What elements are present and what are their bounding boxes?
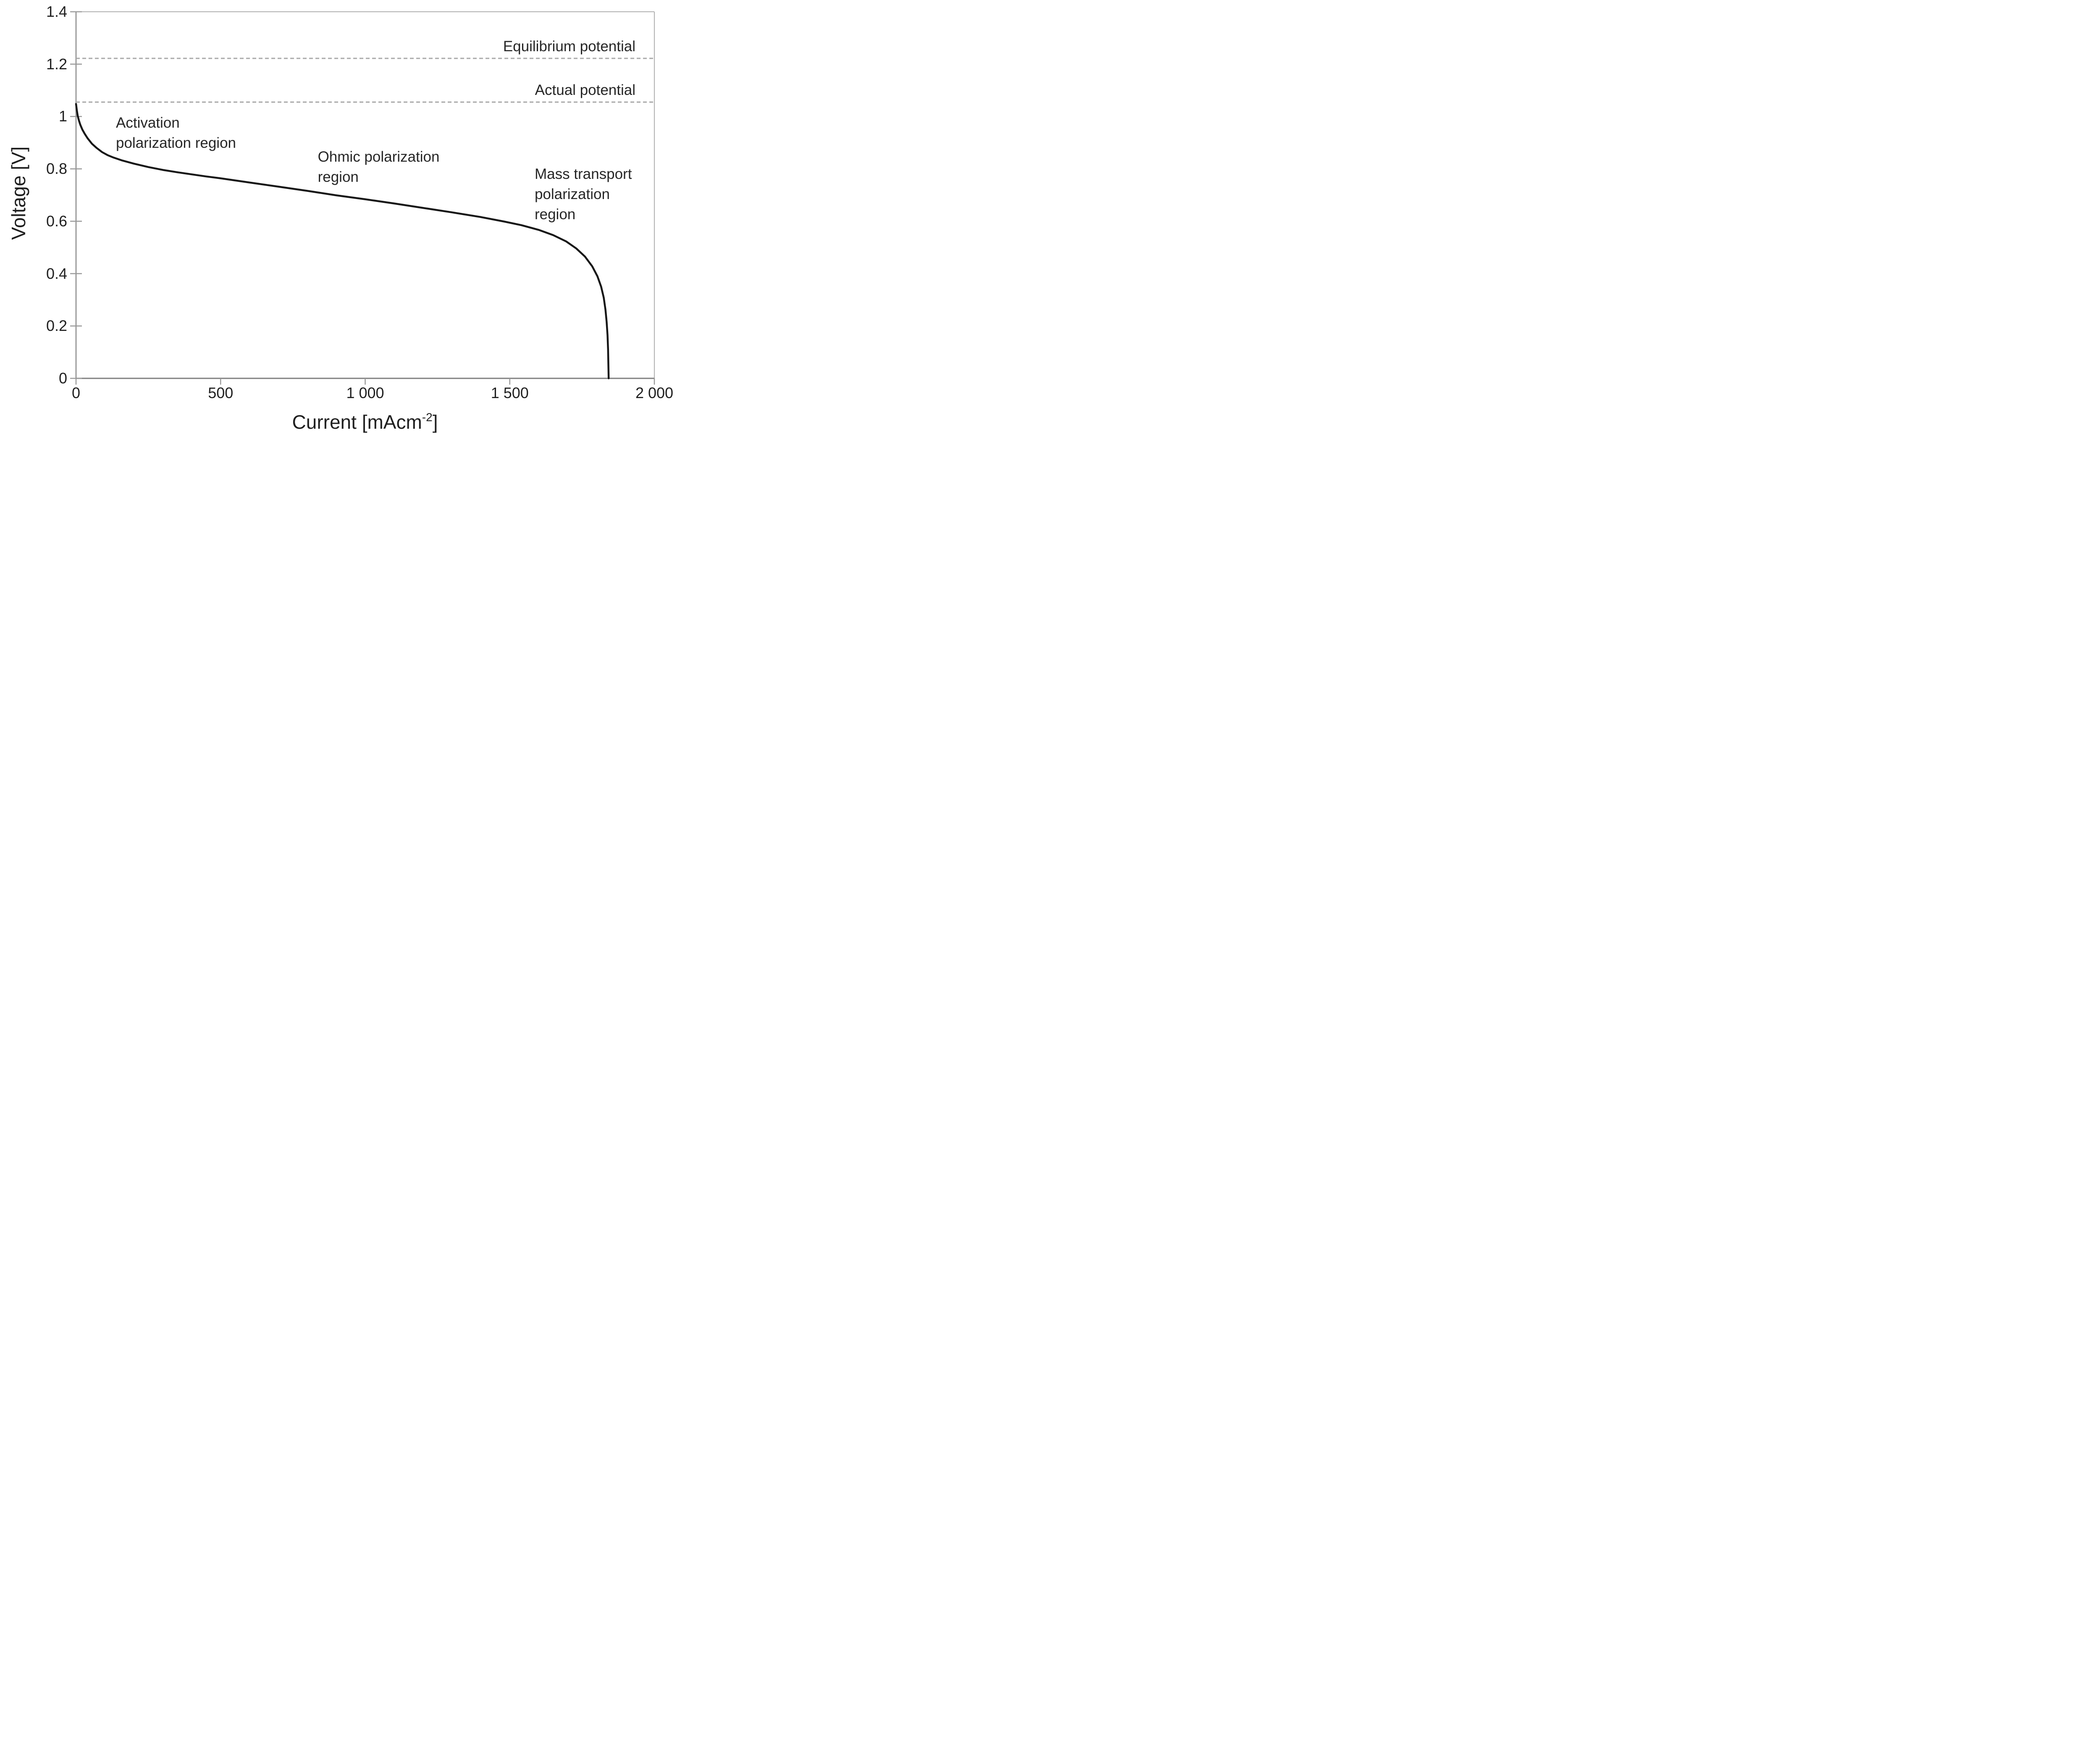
y-tick-label: 1 bbox=[58, 108, 67, 125]
plot-area bbox=[70, 11, 655, 385]
annotation-line: Ohmic polarization bbox=[318, 149, 440, 165]
x-tick-label: 1 500 bbox=[491, 384, 529, 401]
x-axis-title: Current [mAcm-2] bbox=[292, 411, 438, 433]
y-tick-label: 0.8 bbox=[46, 160, 67, 178]
fuel-cell-polarization-curve bbox=[75, 103, 610, 380]
polarization-chart: 0 0.2 0.4 0.6 0.8 1 1.2 1.4 0 500 1 000 1 500 2 000 E… bbox=[0, 0, 678, 440]
y-tick-label: 0.4 bbox=[46, 265, 67, 282]
y-tick-label: 1.4 bbox=[46, 3, 67, 20]
y-tick-label: 0.6 bbox=[46, 212, 67, 230]
x-tick-label: 0 bbox=[71, 384, 81, 401]
actual-potential-label: Actual potential bbox=[535, 82, 635, 99]
activation-region-label: Activation polarization region bbox=[116, 113, 236, 153]
x-tick-label: 500 bbox=[208, 384, 234, 401]
annotation-line: region bbox=[534, 206, 576, 223]
x-axis-title-close: ] bbox=[432, 411, 438, 433]
annotation-line: Activation bbox=[116, 115, 180, 131]
y-tick-label: 0.2 bbox=[46, 317, 67, 335]
y-tick-label: 1.2 bbox=[46, 55, 67, 73]
annotation-line: Mass transport bbox=[534, 165, 632, 182]
x-tick-label: 1 000 bbox=[346, 384, 384, 401]
annotation-line: polarization region bbox=[116, 135, 236, 152]
x-axis-title-base: Current [mAcm bbox=[292, 411, 422, 433]
ohmic-region-label: Ohmic polarization region bbox=[318, 147, 440, 187]
y-tick-label: 0 bbox=[58, 370, 67, 387]
x-axis-title-superscript: -2 bbox=[422, 411, 433, 424]
annotation-line: region bbox=[318, 169, 359, 186]
y-axis-title: Voltage [V] bbox=[8, 146, 29, 240]
x-tick-label: 2 000 bbox=[635, 384, 674, 401]
equilibrium-potential-label: Equilibrium potential bbox=[503, 38, 635, 55]
annotation-line: polarization bbox=[534, 186, 610, 202]
mass-transport-region-label: Mass transport polarization region bbox=[535, 164, 632, 225]
